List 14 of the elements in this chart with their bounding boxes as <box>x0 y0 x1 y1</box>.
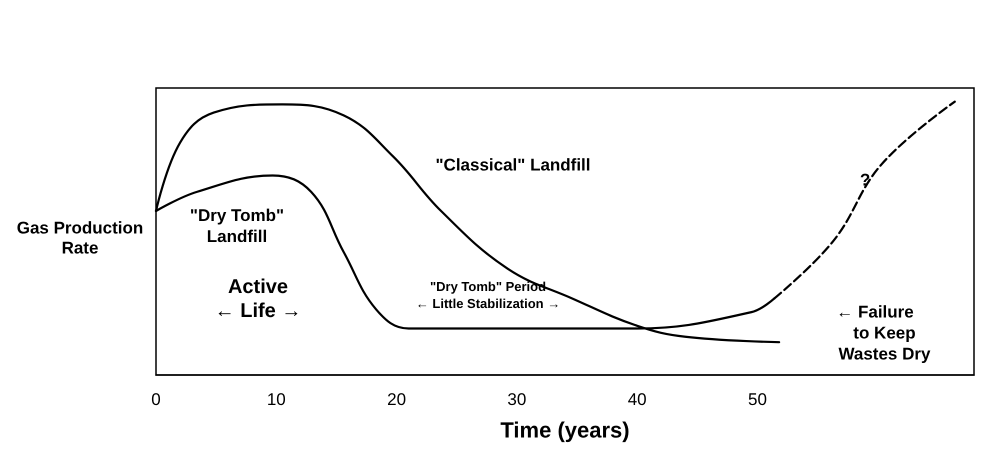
x-tick-label: 20 <box>387 390 406 409</box>
y-axis-title: Gas Production Rate <box>16 218 144 258</box>
annotation: Active ← Life → <box>214 276 302 322</box>
x-tick-label: 30 <box>507 390 526 409</box>
annotation: ← Failure to Keep Wastes Dry <box>820 302 931 364</box>
annotation: ? <box>860 170 870 190</box>
annotation: "Classical" Landfill <box>435 156 591 174</box>
x-tick-label: 50 <box>748 390 767 409</box>
annotation: "Dry Tomb" Landfill <box>190 206 284 246</box>
annotation: "Dry Tomb" Period ← Little Stabilization → <box>416 279 560 311</box>
x-tick-label: 40 <box>628 390 647 409</box>
x-tick-label: 10 <box>266 390 286 409</box>
x-tick-label: 0 <box>151 390 161 409</box>
x-axis-title: Time (years) <box>500 418 630 442</box>
